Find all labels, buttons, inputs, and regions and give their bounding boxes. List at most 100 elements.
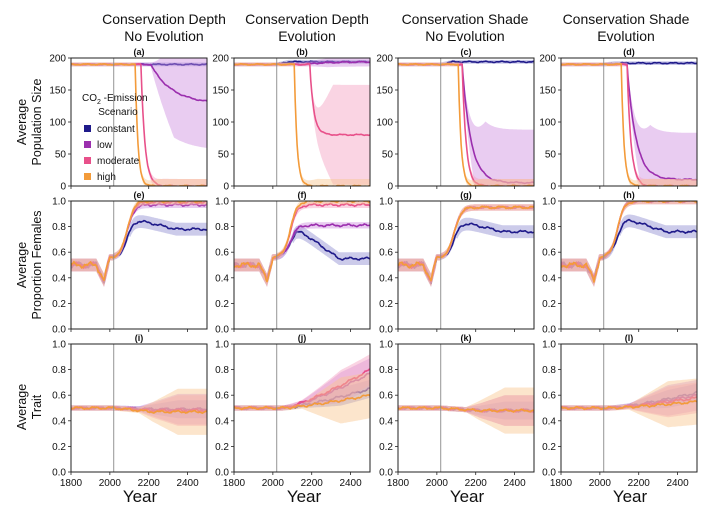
y-tick-label: 150: [212, 86, 229, 97]
y-tick-label: 0.2: [379, 442, 393, 453]
panel-l: (l) 0.0 0.2 0.4 0.6 0.8 1.0 1800 2000 2200 2400: [542, 333, 698, 489]
y-tick-label: 0.8: [215, 222, 229, 233]
legend-swatch-moderate: [84, 157, 91, 164]
plot-area: [398, 204, 534, 287]
legend-label-constant: constant: [97, 124, 135, 135]
y-tick-label: 1.0: [379, 340, 393, 351]
y-tick-label: 50: [55, 150, 67, 161]
band-low-e: [71, 201, 207, 287]
band-low-a: [71, 58, 207, 148]
panel-frame: [560, 200, 698, 330]
col-title-2-line1: Conservation Depth: [245, 11, 369, 27]
plot-area: [398, 59, 534, 186]
y-tick-label: 0.4: [542, 416, 556, 427]
y-tick-label: 0.8: [542, 222, 556, 233]
x-tick-label: 2000: [99, 478, 122, 489]
y-tick-label: 1.0: [379, 197, 393, 208]
y-tick-label: 150: [49, 86, 66, 97]
band-constant-f: [234, 225, 370, 287]
y-tick-label: 0.8: [542, 365, 556, 376]
x-tick-label: 2200: [465, 478, 488, 489]
plot-area: [234, 201, 370, 287]
y-tick-label: 0.6: [379, 391, 393, 402]
legend-label-high: high: [97, 172, 116, 183]
y-tick-label: 0.0: [52, 325, 66, 336]
y-tick-label: 1.0: [542, 340, 556, 351]
y-tick-label: 0.2: [52, 442, 66, 453]
band-low-d: [561, 62, 697, 186]
col-title-3-line1: Conservation Shade: [402, 11, 529, 27]
y-tick-label: 0.8: [215, 365, 229, 376]
panel-frame: [397, 343, 535, 473]
band-moderate-b: [234, 62, 370, 185]
column-titles: Conservation Depth No Evolution Conserva…: [102, 11, 690, 44]
y-tick-label: 0.4: [52, 416, 66, 427]
panel-label-f: (f): [298, 190, 307, 200]
x-tick-label: 2000: [262, 478, 285, 489]
plot-area: [561, 61, 697, 186]
panel-label-j: (j): [298, 333, 307, 343]
band-high-j: [234, 372, 370, 424]
panel-label-c: (c): [461, 47, 472, 57]
x-tick-label: 2400: [339, 478, 362, 489]
panel-label-k: (k): [461, 333, 472, 343]
band-low-g: [398, 204, 534, 287]
y-tick-label: 1.0: [52, 197, 66, 208]
x-tick-label: 2000: [589, 478, 612, 489]
y-tick-label: 0.6: [379, 248, 393, 259]
legend-label-low: low: [97, 140, 113, 151]
col-title-3-line2: No Evolution: [425, 28, 504, 44]
band-constant-g: [398, 217, 534, 287]
series-high-k: [398, 406, 534, 413]
legend-swatch-high: [84, 173, 91, 180]
y-tick-label: 0.6: [215, 248, 229, 259]
panel-label-g: (g): [460, 190, 472, 200]
row-1-ylabel-line2: Population Size: [30, 79, 44, 166]
y-tick-label: 0.4: [542, 273, 556, 284]
legend: CO2 -Emission Scenario constant low mode…: [82, 93, 148, 183]
row-3-ylabel-line2: Trait: [30, 394, 44, 419]
y-tick-label: 0.0: [542, 468, 556, 479]
series-constant-e: [71, 219, 207, 284]
x-axis-titles: Year Year Year Year: [123, 487, 648, 506]
band-high-e: [71, 201, 207, 287]
panel-label-i: (i): [135, 333, 144, 343]
y-tick-label: 200: [376, 54, 393, 65]
x-tick-label: 2200: [138, 478, 161, 489]
panel-j: (j) 0.0 0.2 0.4 0.6 0.8 1.0 1800 2000 2200 2400: [215, 333, 371, 489]
y-tick-label: 0.0: [542, 325, 556, 336]
col-title-4-line1: Conservation Shade: [563, 11, 690, 27]
series-constant-g: [398, 222, 534, 285]
y-tick-label: 200: [49, 54, 66, 65]
x-tick-label: 2400: [503, 478, 526, 489]
panel-e: (e) 0.0 0.2 0.4 0.6 0.8 1.0: [52, 190, 208, 336]
y-tick-label: 50: [382, 150, 394, 161]
y-tick-label: 0.0: [379, 325, 393, 336]
panel-d: (d) 0 50 100 150 200: [539, 47, 698, 193]
y-tick-label: 0.4: [52, 273, 66, 284]
band-high-g: [398, 204, 534, 287]
y-tick-label: 0.2: [542, 299, 556, 310]
x-axis-title-3: Year: [450, 487, 485, 506]
y-tick-label: 0.6: [52, 248, 66, 259]
plot-area: [71, 201, 207, 287]
y-tick-label: 0.2: [215, 299, 229, 310]
band-constant-j: [234, 379, 370, 411]
panel-label-l: (l): [625, 333, 634, 343]
series-high-h: [561, 201, 697, 283]
band-high-l: [561, 378, 697, 428]
y-tick-label: 0.2: [52, 299, 66, 310]
y-tick-label: 0: [387, 182, 393, 193]
y-tick-label: 0.6: [542, 248, 556, 259]
y-tick-label: 0.2: [379, 299, 393, 310]
series-high-b: [234, 62, 370, 186]
y-tick-label: 0.2: [542, 442, 556, 453]
y-tick-label: 0: [550, 182, 556, 193]
plot-area: [398, 387, 534, 434]
col-title-4-line2: Evolution: [597, 28, 655, 44]
plot-area: [561, 201, 697, 287]
y-tick-label: 0: [60, 182, 66, 193]
col-title-2-line2: Evolution: [278, 28, 336, 44]
band-constant-e: [71, 215, 207, 287]
band-high-i: [71, 388, 207, 435]
